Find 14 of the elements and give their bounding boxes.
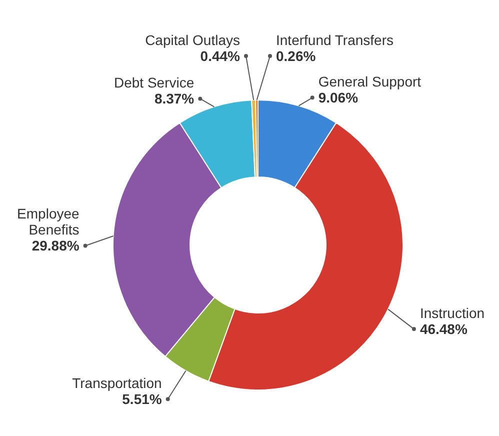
slice-label: General Support [318, 74, 422, 90]
data-label: 0.44% [200, 48, 241, 64]
data-label: 29.88% [32, 238, 80, 254]
data-label: 46.48% [420, 321, 468, 338]
data-label: 5.51% [122, 391, 162, 408]
slice-label: Transportation [72, 375, 162, 392]
slice-label: Interfund Transfers [276, 32, 394, 48]
data-label: 9.06% [318, 90, 359, 106]
data-label: 8.37% [154, 90, 195, 107]
slice-label: Debt Service [114, 74, 194, 91]
data-label: 0.26% [276, 48, 316, 64]
slice-label: Capital Outlays [145, 32, 240, 48]
slice-label: Instruction [420, 305, 485, 322]
slice-label: Employee Benefits [17, 206, 80, 238]
